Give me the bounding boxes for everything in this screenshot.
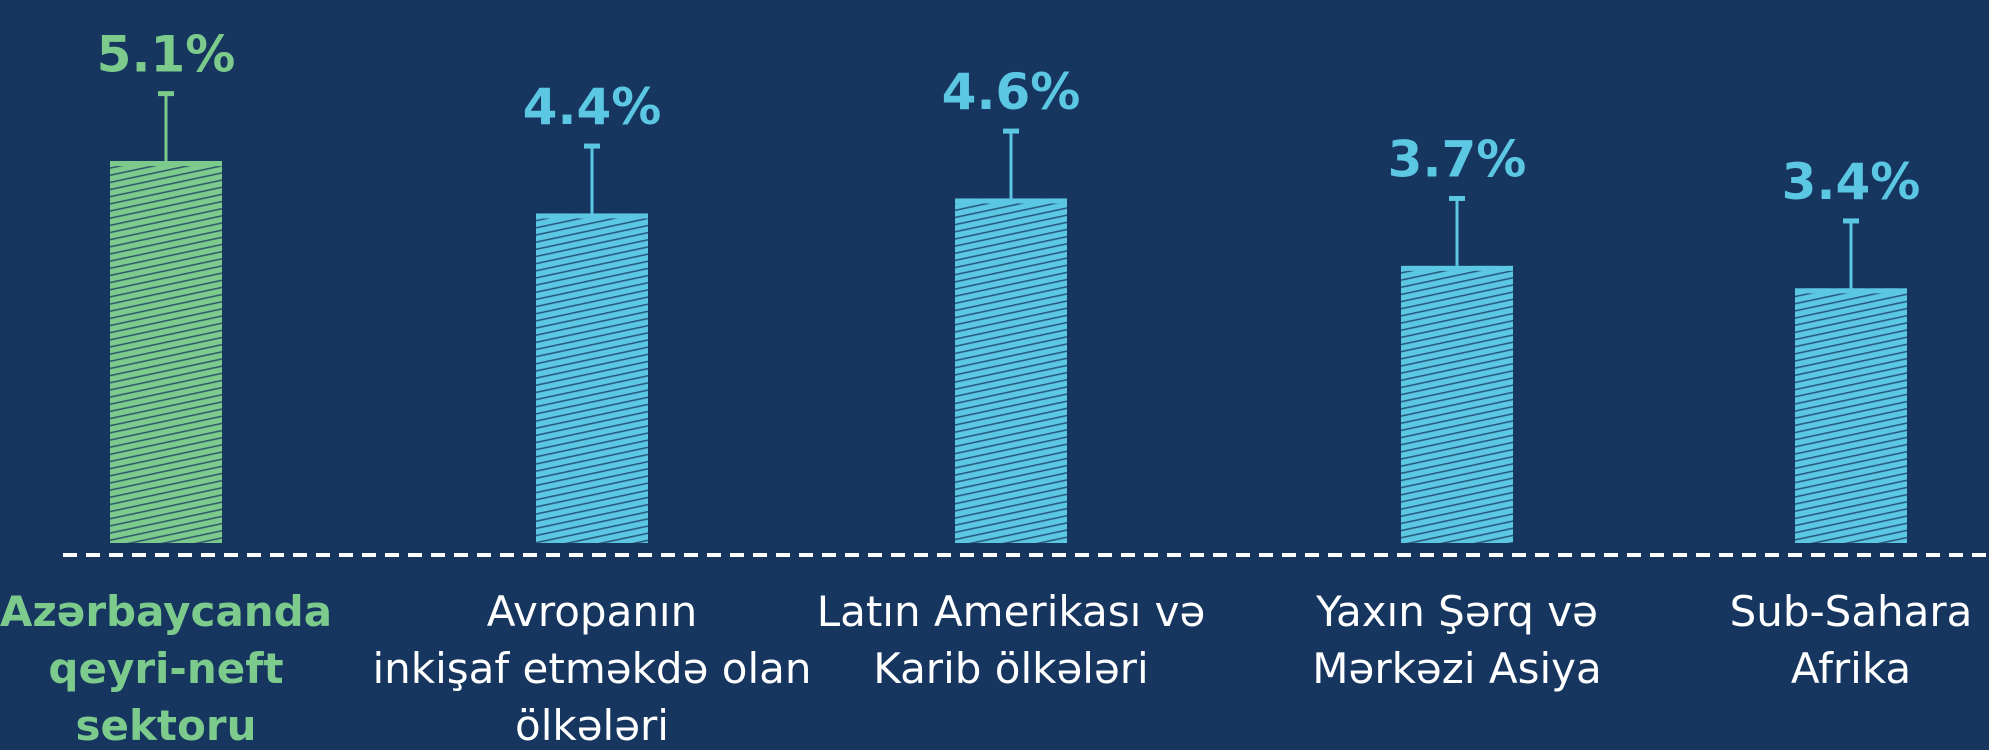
x-tick-label: Azərbaycanda <box>0 587 332 636</box>
x-tick-label: qeyri-neft <box>48 644 283 693</box>
bar-cap <box>1795 288 1907 294</box>
bar-cap <box>110 161 222 167</box>
x-tick-label: Latın Amerikası və <box>817 587 1206 636</box>
bar <box>110 161 222 543</box>
bar <box>955 198 1067 543</box>
error-bar <box>1449 195 1465 266</box>
bar-cap <box>1401 265 1513 271</box>
x-tick-label: Karib ölkələri <box>873 644 1148 693</box>
bar <box>536 213 648 543</box>
x-tick-label: ölkələri <box>515 701 669 750</box>
error-bar <box>1843 218 1859 289</box>
x-tick-label: Sub-Sahara <box>1730 587 1973 636</box>
value-label: 4.4% <box>523 78 662 136</box>
error-bar <box>1003 128 1019 199</box>
bar <box>1401 265 1513 543</box>
value-label: 5.1% <box>97 26 236 84</box>
x-tick-label: Yaxın Şərq və <box>1315 587 1598 636</box>
x-tick-label: Afrika <box>1791 644 1911 693</box>
value-label: 3.4% <box>1782 153 1921 211</box>
x-tick-label: Mərkəzi Asiya <box>1312 644 1601 693</box>
x-tick-label: inkişaf etməkdə olan <box>373 644 812 693</box>
error-bar <box>158 91 174 162</box>
error-bar <box>584 143 600 214</box>
bar <box>1795 288 1907 543</box>
value-label: 4.6% <box>942 63 1081 121</box>
bar-cap <box>955 198 1067 204</box>
x-tick-label: Avropanın <box>487 587 697 636</box>
value-label: 3.7% <box>1388 130 1527 188</box>
bar-cap <box>536 213 648 219</box>
x-tick-label: sektoru <box>76 701 257 750</box>
